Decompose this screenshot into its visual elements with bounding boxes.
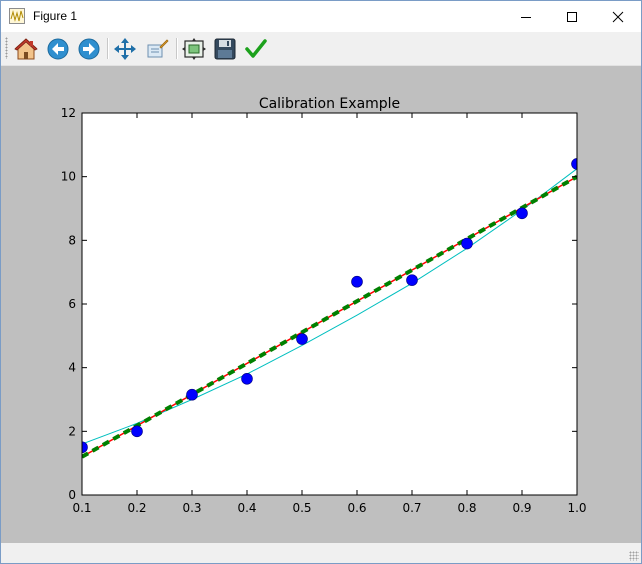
chart-title: Calibration Example: [259, 96, 400, 112]
data-point: [571, 158, 577, 170]
edit-parameters-button[interactable]: [242, 35, 270, 62]
checkmark-icon: [245, 38, 267, 58]
toolbar-grip[interactable]: [5, 37, 8, 59]
y-tick-label: 12: [61, 106, 76, 120]
minimize-button[interactable]: [503, 1, 549, 32]
pan-move-icon: [114, 37, 136, 60]
maximize-button[interactable]: [549, 1, 595, 32]
forward-button[interactable]: [75, 35, 103, 62]
figure-app-icon: [9, 8, 25, 24]
zoom-rect-icon: [147, 38, 169, 57]
navigation-toolbar: [1, 32, 641, 66]
subplots-button[interactable]: [180, 35, 208, 62]
toolbar-separator: [107, 38, 109, 59]
minimize-icon: [521, 16, 531, 18]
x-tick-label: 0.7: [402, 501, 421, 515]
x-tick-label: 0.5: [292, 501, 311, 515]
x-tick-label: 1.0: [567, 501, 586, 515]
data-point: [351, 275, 363, 288]
y-tick-label: 0: [68, 488, 76, 502]
title-bar[interactable]: Figure 1: [1, 1, 641, 32]
toolbar-separator: [176, 38, 178, 59]
back-button[interactable]: [44, 35, 72, 62]
x-tick-label: 0.1: [72, 501, 91, 515]
x-tick-label: 0.3: [182, 501, 201, 515]
dashed-fit-line: [82, 174, 577, 459]
resize-grip[interactable]: [629, 551, 639, 561]
data-point: [461, 237, 473, 250]
fit-curve-line: [82, 168, 577, 445]
x-tick-label: 0.4: [237, 501, 256, 515]
close-icon: [612, 11, 624, 22]
data-point: [296, 333, 308, 345]
home-icon: [14, 37, 38, 59]
data-point: [131, 425, 143, 438]
axes-background: [82, 113, 577, 495]
pan-button[interactable]: [111, 35, 139, 62]
plot-marks: [82, 158, 577, 459]
save-floppy-icon: [214, 38, 236, 59]
data-point: [516, 207, 528, 220]
y-tick-label: 4: [68, 361, 76, 375]
status-bar: [1, 544, 641, 563]
data-point: [186, 388, 198, 401]
x-tick-label: 0.2: [127, 501, 146, 515]
data-point: [241, 373, 253, 385]
close-button[interactable]: [595, 1, 641, 32]
zoom-button[interactable]: [143, 35, 171, 62]
x-tick-label: 0.9: [512, 501, 531, 515]
subplots-config-icon: [182, 37, 206, 60]
back-arrow-icon: [47, 38, 69, 59]
y-tick-label: 8: [68, 233, 76, 247]
save-button[interactable]: [211, 35, 239, 62]
window-title: Figure 1: [33, 9, 78, 23]
home-button[interactable]: [12, 35, 40, 62]
forward-arrow-icon: [78, 38, 100, 59]
data-point: [82, 441, 88, 454]
y-tick-label: 10: [61, 170, 76, 184]
y-tick-label: 6: [68, 297, 76, 311]
data-point: [406, 274, 418, 286]
calibration-chart: Calibration Example 0.1 0.2 0.3 0.4 0.5 0.6 0.…: [61, 96, 587, 515]
x-tick-label: 0.8: [457, 501, 476, 515]
figure-canvas[interactable]: Calibration Example 0.1 0.2 0.3 0.4 0.5 0.6 0.…: [1, 66, 641, 543]
maximize-icon: [567, 11, 577, 22]
y-tick-label: 2: [68, 424, 76, 438]
x-tick-label: 0.6: [347, 501, 366, 515]
